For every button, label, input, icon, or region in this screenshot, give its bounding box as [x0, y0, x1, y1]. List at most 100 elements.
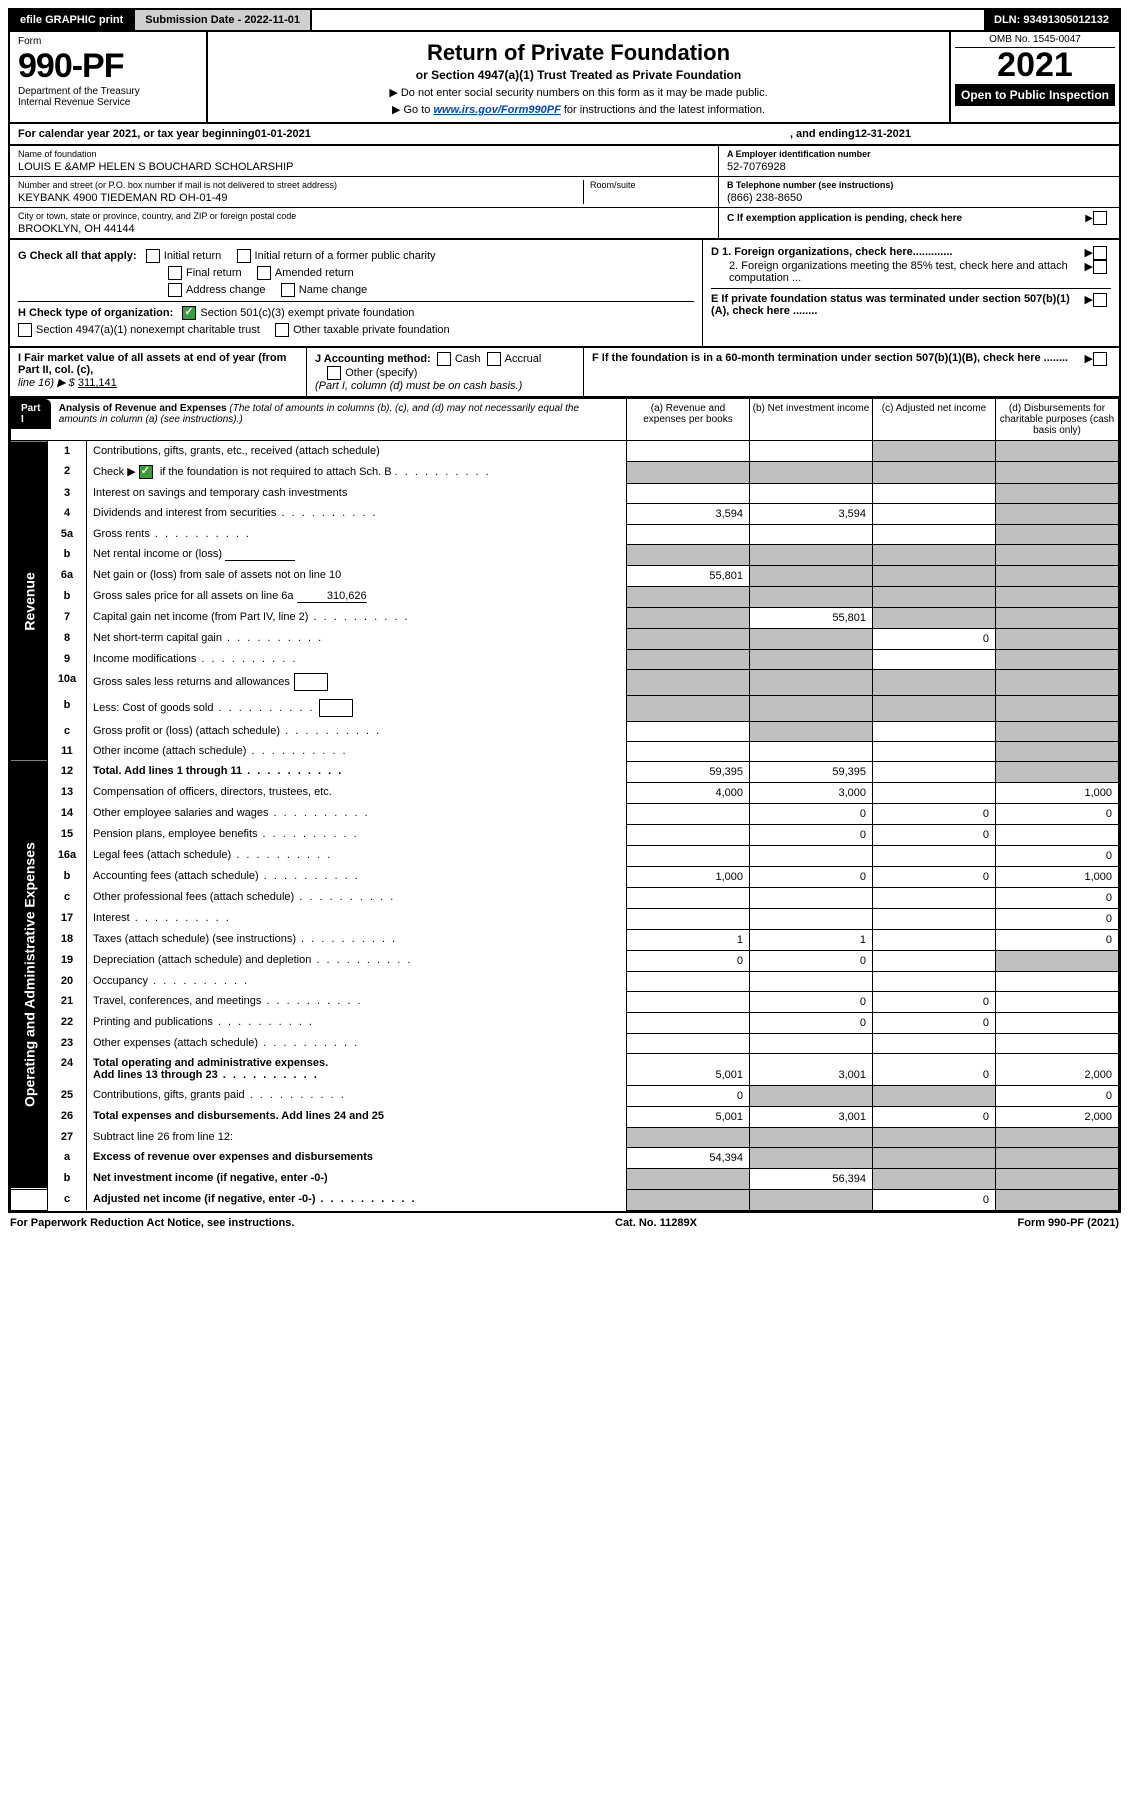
g-name-change-cb[interactable]	[281, 283, 295, 297]
r27a-num: a	[48, 1147, 87, 1168]
h-o2: Section 4947(a)(1) nonexempt charitable …	[36, 324, 260, 336]
j-accrual: Accrual	[505, 353, 542, 365]
r16b-num: b	[48, 866, 87, 887]
r17-label: Interest	[87, 908, 627, 929]
r19-a: 0	[627, 950, 750, 971]
goto-post: for instructions and the latest informat…	[561, 104, 765, 116]
j-other-cb[interactable]	[327, 366, 341, 380]
col-c-header: (c) Adjusted net income	[873, 399, 996, 441]
h-other-taxable-cb[interactable]	[275, 323, 289, 337]
street-address: KEYBANK 4900 TIEDEMAN RD OH-01-49	[18, 190, 583, 204]
r7-label: Capital gain net income (from Part IV, l…	[87, 607, 627, 628]
city-state-zip: BROOKLYN, OH 44144	[18, 221, 710, 235]
r14-label: Other employee salaries and wages	[87, 803, 627, 824]
h-o3: Other taxable private foundation	[293, 324, 450, 336]
row-17: 17 Interest 0	[11, 908, 1119, 929]
row-16c: c Other professional fees (attach schedu…	[11, 887, 1119, 908]
r10c-num: c	[48, 721, 87, 741]
row-26: 26 Total expenses and disbursements. Add…	[11, 1106, 1119, 1127]
g-final-return-cb[interactable]	[168, 266, 182, 280]
r1-label: Contributions, gifts, grants, etc., rece…	[87, 441, 627, 462]
row-24: 24 Total operating and administrative ex…	[11, 1053, 1119, 1085]
j-cash-cb[interactable]	[437, 352, 451, 366]
g-address-change-cb[interactable]	[168, 283, 182, 297]
r18-label: Taxes (attach schedule) (see instruction…	[87, 929, 627, 950]
r21-label: Travel, conferences, and meetings	[87, 991, 627, 1012]
r13-d: 1,000	[996, 782, 1119, 803]
r22-num: 22	[48, 1012, 87, 1033]
r12-label: Total. Add lines 1 through 11	[87, 761, 627, 782]
r27-num: 27	[48, 1127, 87, 1147]
r21-c: 0	[873, 991, 996, 1012]
calyear-begin: 01-01-2021	[255, 128, 311, 140]
row-7: 7 Capital gain net income (from Part IV,…	[11, 607, 1119, 628]
r9-num: 9	[48, 649, 87, 669]
r2-label: Check ▶ if the foundation is not require…	[87, 461, 627, 483]
g-amended-cb[interactable]	[257, 266, 271, 280]
r6b-num: b	[48, 586, 87, 607]
phone-value: (866) 238-8650	[727, 190, 1111, 204]
phone-label: B Telephone number (see instructions)	[727, 180, 1111, 190]
r6b-sub: 310,626	[297, 590, 367, 603]
r3-num: 3	[48, 483, 87, 503]
f-cb[interactable]	[1093, 352, 1107, 366]
g-initial-return-cb[interactable]	[146, 249, 160, 263]
d2-cb[interactable]	[1093, 260, 1107, 274]
r16b-a: 1,000	[627, 866, 750, 887]
d1-cb[interactable]	[1093, 246, 1107, 260]
row-16a: 16a Legal fees (attach schedule) 0	[11, 845, 1119, 866]
ssn-warning: ▶ Do not enter social security numbers o…	[218, 86, 939, 99]
r12-b: 59,395	[750, 761, 873, 782]
h-4947-cb[interactable]	[18, 323, 32, 337]
calyear-mid: , and ending	[790, 128, 855, 140]
r6a-num: 6a	[48, 565, 87, 586]
r22-label: Printing and publications	[87, 1012, 627, 1033]
side-expenses: Operating and Administrative Expenses	[11, 761, 48, 1189]
j-accrual-cb[interactable]	[487, 352, 501, 366]
c-checkbox[interactable]	[1093, 211, 1107, 225]
schb-checkbox[interactable]	[139, 465, 153, 479]
d1-label: D 1. Foreign organizations, check here..…	[711, 246, 952, 258]
phone-cell: B Telephone number (see instructions) (8…	[719, 177, 1119, 208]
r5a-label: Gross rents	[87, 524, 627, 544]
name-cell: Name of foundation LOUIS E &AMP HELEN S …	[10, 146, 718, 177]
r11-num: 11	[48, 741, 87, 761]
r11-label: Other income (attach schedule)	[87, 741, 627, 761]
g-o4: Initial return of a former public charit…	[255, 250, 436, 262]
r27c-c: 0	[873, 1189, 996, 1210]
goto-link[interactable]: www.irs.gov/Form990PF	[433, 104, 560, 116]
footer-mid: Cat. No. 11289X	[615, 1217, 697, 1229]
open-inspection: Open to Public Inspection	[955, 84, 1115, 106]
r27b-label: Net investment income (if negative, ente…	[87, 1168, 627, 1189]
row-1: Revenue 1 Contributions, gifts, grants, …	[11, 441, 1119, 462]
j-note: (Part I, column (d) must be on cash basi…	[315, 380, 522, 392]
h-501c3-cb[interactable]	[182, 306, 196, 320]
r15-c: 0	[873, 824, 996, 845]
header-left: Form 990-PF Department of the Treasury I…	[10, 32, 208, 122]
h-label: H Check type of organization:	[18, 307, 173, 319]
row-20: 20 Occupancy	[11, 971, 1119, 991]
r19-label: Depreciation (attach schedule) and deple…	[87, 950, 627, 971]
r26-b: 3,001	[750, 1106, 873, 1127]
r13-num: 13	[48, 782, 87, 803]
g-o1: Initial return	[164, 250, 221, 262]
r17-d: 0	[996, 908, 1119, 929]
e-cb[interactable]	[1093, 293, 1107, 307]
row-22: 22 Printing and publications 0 0	[11, 1012, 1119, 1033]
r16b-d: 1,000	[996, 866, 1119, 887]
submission-date: Submission Date - 2022-11-01	[135, 10, 312, 30]
r26-label: Total expenses and disbursements. Add li…	[87, 1106, 627, 1127]
dln: DLN: 93491305012132	[984, 10, 1119, 30]
r16a-num: 16a	[48, 845, 87, 866]
g-initial-public-cb[interactable]	[237, 249, 251, 263]
h-o1: Section 501(c)(3) exempt private foundat…	[200, 307, 414, 319]
r21-num: 21	[48, 991, 87, 1012]
r24-d: 2,000	[996, 1053, 1119, 1085]
i-value: 311,141	[78, 377, 117, 389]
row-27c: c Adjusted net income (if negative, ente…	[11, 1189, 1119, 1210]
ein-value: 52-7076928	[727, 159, 1111, 173]
r22-c: 0	[873, 1012, 996, 1033]
r6a-a: 55,801	[627, 565, 750, 586]
i-line16: line 16) ▶ $	[18, 377, 75, 389]
calyear-pre: For calendar year 2021, or tax year begi…	[18, 128, 255, 140]
